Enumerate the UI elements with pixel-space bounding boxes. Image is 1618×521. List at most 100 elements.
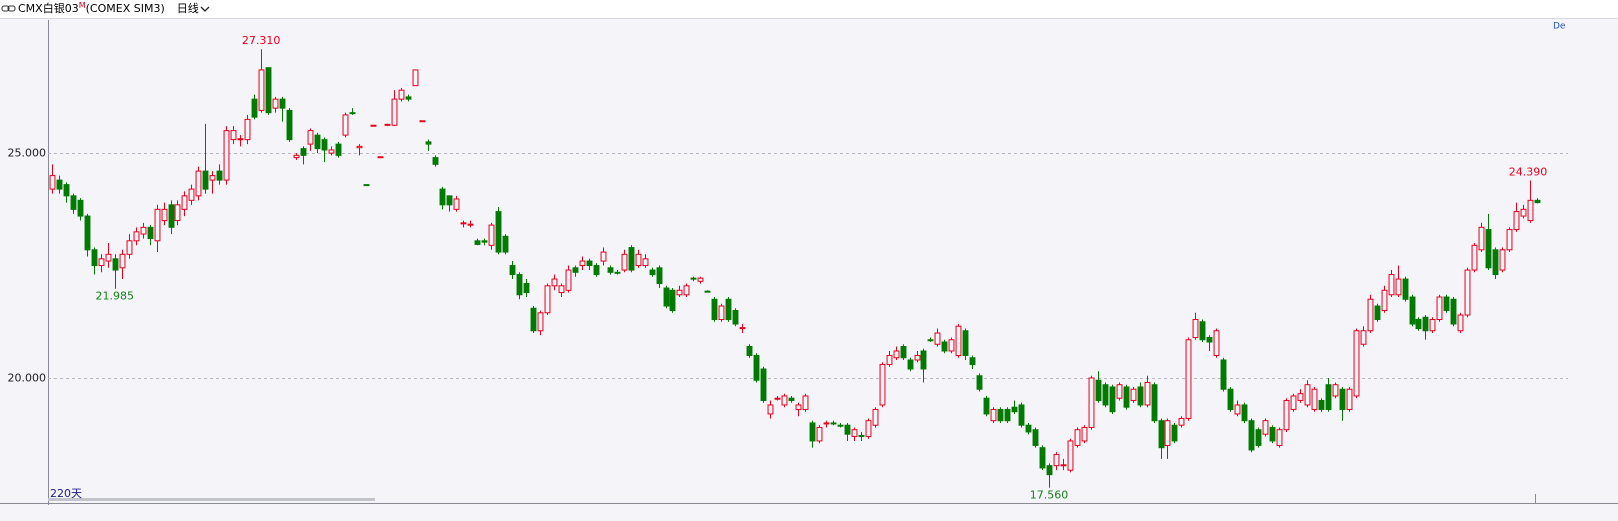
candle-body bbox=[1436, 296, 1443, 321]
candle-body bbox=[405, 96, 412, 100]
candle-body bbox=[635, 253, 642, 267]
candle-body bbox=[600, 251, 607, 262]
candle-body bbox=[1346, 388, 1353, 410]
candle-body bbox=[265, 67, 272, 114]
candle-body bbox=[1506, 229, 1513, 251]
candle-body bbox=[948, 339, 955, 352]
candle-body bbox=[900, 345, 907, 359]
candle-body bbox=[1116, 384, 1123, 399]
candle-body bbox=[858, 435, 865, 438]
candle-body bbox=[1248, 420, 1255, 451]
candle-body bbox=[70, 195, 77, 210]
candle-body bbox=[893, 350, 900, 359]
candle-body bbox=[370, 124, 377, 127]
candle-body bbox=[258, 69, 265, 111]
candle-body bbox=[1485, 229, 1492, 269]
candle-body bbox=[161, 208, 168, 222]
candle-body bbox=[321, 139, 328, 151]
candle-body bbox=[593, 265, 600, 276]
candle-body bbox=[1262, 420, 1269, 435]
candle-body bbox=[335, 143, 342, 156]
candle-body bbox=[1325, 384, 1332, 410]
candle-body bbox=[1422, 316, 1429, 332]
candle-body bbox=[760, 368, 767, 401]
corner-label: De bbox=[1553, 22, 1566, 32]
candle-body bbox=[223, 130, 230, 181]
candle-body bbox=[168, 204, 175, 228]
candle-body bbox=[1255, 429, 1262, 446]
candle-body bbox=[98, 258, 105, 267]
candle-body bbox=[920, 350, 927, 370]
candle-body bbox=[1206, 337, 1213, 343]
candle-body bbox=[1402, 278, 1409, 300]
candle-body bbox=[774, 397, 781, 400]
candle-body bbox=[628, 247, 635, 271]
candle-body bbox=[962, 330, 969, 356]
candle-body bbox=[642, 258, 649, 267]
candle-body bbox=[398, 89, 405, 100]
candle-body bbox=[1053, 453, 1060, 467]
candle-body bbox=[886, 354, 893, 365]
candle-body bbox=[1011, 406, 1018, 413]
candle-body bbox=[656, 267, 663, 285]
candle-body bbox=[307, 130, 314, 145]
extreme-label: 21.985 bbox=[95, 290, 134, 303]
candle-body bbox=[202, 170, 209, 190]
candle-body bbox=[739, 327, 746, 330]
candle-body bbox=[188, 188, 195, 201]
candle-body bbox=[914, 354, 921, 361]
candle-body bbox=[809, 422, 816, 442]
candle-body bbox=[49, 175, 56, 190]
candle-body bbox=[1046, 465, 1053, 476]
candle-body bbox=[1095, 379, 1102, 401]
candle-body bbox=[1109, 386, 1116, 413]
candle-body bbox=[649, 269, 656, 276]
candle-body bbox=[77, 199, 84, 217]
candle-body bbox=[586, 260, 593, 267]
candle-body bbox=[1443, 296, 1450, 312]
candle-body bbox=[1032, 429, 1039, 446]
candle-body bbox=[509, 265, 516, 276]
candle-body bbox=[704, 290, 711, 293]
candle-body bbox=[502, 235, 509, 253]
candle-body bbox=[676, 289, 683, 296]
candle-body bbox=[1527, 199, 1534, 222]
candle-body bbox=[830, 422, 837, 425]
candle-body bbox=[927, 339, 934, 342]
candle-body bbox=[1060, 464, 1067, 467]
candle-body bbox=[621, 253, 628, 271]
candle-body bbox=[1318, 399, 1325, 410]
candle-body bbox=[1234, 404, 1241, 415]
candle-body bbox=[732, 310, 739, 325]
candle-body bbox=[209, 175, 216, 181]
candle-body bbox=[1429, 319, 1436, 332]
candle-body bbox=[669, 289, 676, 312]
period-selector[interactable]: 日线 bbox=[176, 2, 199, 15]
candle-body bbox=[446, 195, 453, 206]
candle-body bbox=[314, 134, 321, 150]
candle-body bbox=[119, 253, 126, 269]
candle-body bbox=[1144, 381, 1151, 406]
candle-body bbox=[84, 215, 91, 251]
link-icon bbox=[1, 5, 16, 12]
candle-body bbox=[237, 138, 244, 141]
period-dropdown-arrow[interactable] bbox=[199, 0, 211, 18]
candle-body bbox=[91, 249, 98, 267]
candle-body bbox=[1102, 384, 1109, 406]
candle-body bbox=[1241, 404, 1248, 422]
candle-body bbox=[460, 222, 467, 225]
candle-body bbox=[1534, 199, 1541, 204]
candle-body bbox=[823, 422, 830, 425]
extreme-label: 17.560 bbox=[1030, 489, 1069, 502]
candle-body bbox=[551, 278, 558, 287]
header-bar: CMX白银03M(COMEX SIM3) 日线 bbox=[0, 0, 1618, 19]
candle-body bbox=[112, 258, 119, 271]
candle-body bbox=[1297, 393, 1304, 401]
symbol: CMX白银03 bbox=[18, 2, 79, 15]
candle-body bbox=[955, 325, 962, 356]
candle-body bbox=[474, 240, 481, 245]
candle-body bbox=[781, 395, 788, 406]
candle-body bbox=[230, 130, 237, 141]
candle-body bbox=[439, 188, 446, 206]
